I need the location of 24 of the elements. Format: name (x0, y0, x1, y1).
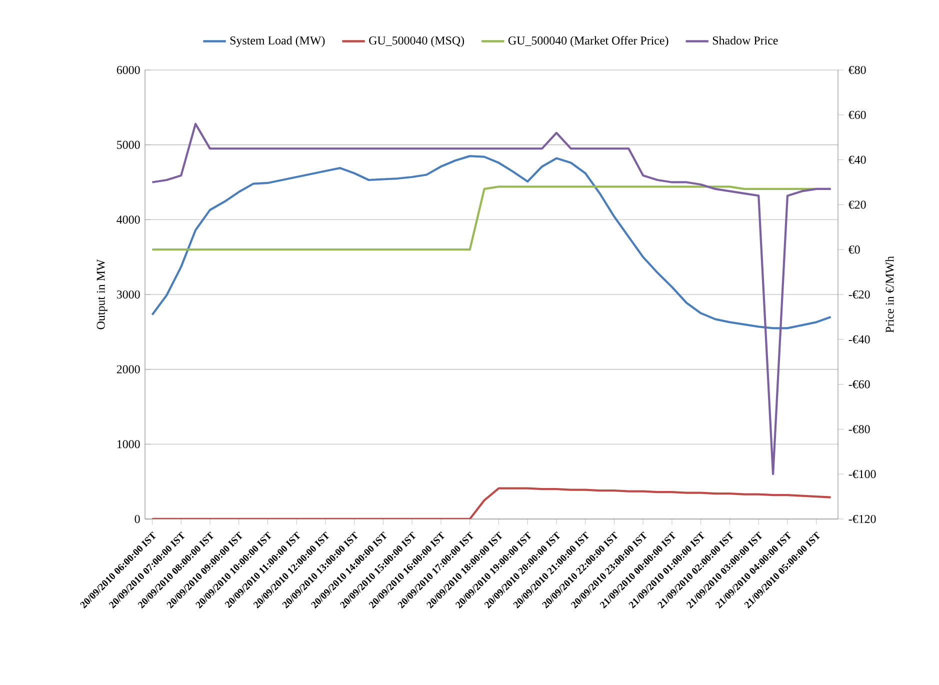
y2-tick-label: -€20 (848, 290, 870, 299)
legend-label: System Load (MW) (230, 36, 325, 47)
y2-tick-label: €40 (848, 156, 866, 164)
y2-axis-title: Price in €/MWh (885, 256, 894, 333)
y2-tick-label: €0 (848, 246, 860, 254)
legend-label: Shadow Price (712, 36, 778, 45)
y-axis-title: Output in MW (96, 259, 108, 330)
y2-tick-label: €60 (848, 110, 866, 119)
y-tick-label: 1000 (117, 440, 140, 448)
legend-label: GU_500040 (Market Offer Price) (508, 36, 668, 48)
y2-tick-label: €80 (848, 66, 866, 74)
y2-tick-label: €20 (848, 200, 866, 209)
y-tick-label: 0 (134, 514, 140, 524)
y2-tick-label: -€100 (848, 470, 876, 478)
legend-label: GU_500040 (MSQ) (369, 36, 464, 47)
y2-tick-label: -€60 (848, 380, 870, 388)
y2-tick-label: -€80 (848, 425, 870, 434)
y-tick-label: 2000 (116, 365, 140, 374)
y2-tick-label: -€120 (848, 514, 876, 524)
y-tick-label: 5000 (117, 140, 140, 149)
y-tick-label: 3000 (116, 290, 140, 299)
y-tick-label: 6000 (116, 66, 140, 74)
y2-tick-label: -€40 (848, 335, 870, 344)
y-tick-label: 4000 (116, 216, 140, 224)
